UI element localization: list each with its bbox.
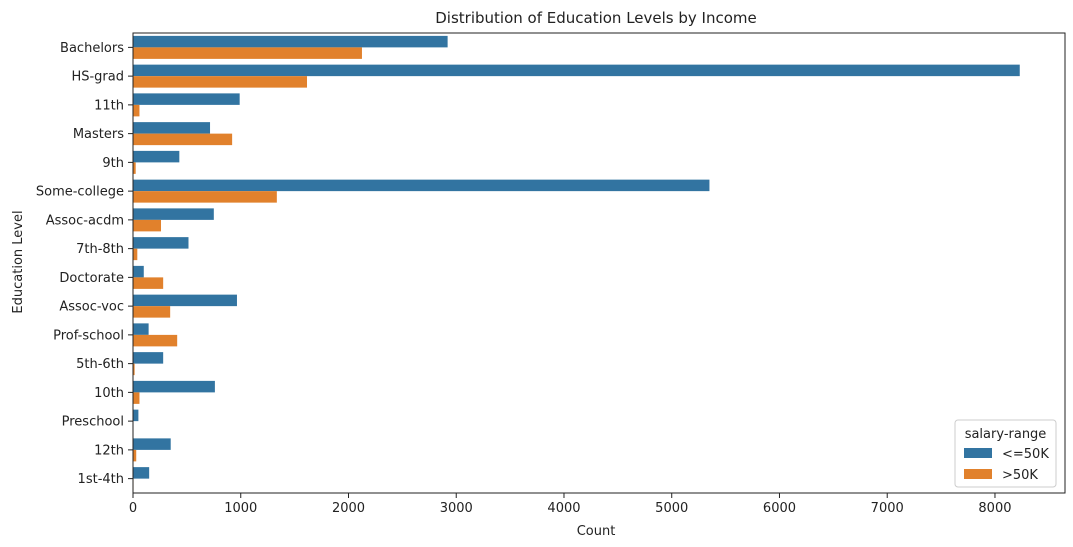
legend-entry: >50K [1002, 468, 1038, 483]
bar-7th-8th-gt50k [133, 248, 138, 261]
bar-11th-gt50k [133, 104, 140, 117]
bar-prof-school-le50k [133, 323, 149, 335]
y-tick-label: HS-grad [71, 70, 124, 85]
x-tick-label: 6000 [763, 501, 796, 516]
bar-assoc-acdm-gt50k [133, 219, 162, 232]
bar-hs-grad-le50k [133, 64, 1020, 77]
bar-bachelors-gt50k [133, 47, 362, 59]
y-tick-label: Bachelors [60, 41, 124, 56]
x-tick-label: 7000 [871, 501, 904, 516]
bar-preschool-le50k [133, 409, 139, 422]
bar-12th-gt50k [133, 449, 137, 462]
legend-swatch [964, 448, 992, 458]
bar-assoc-voc-gt50k [133, 306, 171, 318]
bar-bachelors-le50k [133, 35, 448, 48]
bar-5th-6th-le50k [133, 352, 164, 364]
x-tick-label: 5000 [655, 501, 688, 516]
x-tick-label: 2000 [332, 501, 365, 516]
bar-doctorate-le50k [133, 265, 144, 278]
y-tick-label: 12th [94, 443, 124, 458]
bar-hs-grad-gt50k [133, 76, 308, 88]
bar-1st-4th-le50k [133, 467, 150, 479]
x-tick-label: 1000 [224, 501, 257, 516]
y-tick-label: 11th [94, 98, 124, 113]
bar-prof-school-gt50k [133, 334, 178, 347]
y-tick-label: Some-college [36, 185, 124, 200]
bar-11th-le50k [133, 93, 240, 105]
y-tick-label: Masters [73, 127, 124, 142]
bar-assoc-voc-le50k [133, 294, 237, 307]
legend-title: salary-range [965, 427, 1047, 442]
x-tick-label: 8000 [978, 501, 1011, 516]
y-tick-label: Prof-school [53, 328, 124, 343]
bar-masters-gt50k [133, 133, 233, 146]
bar-assoc-acdm-le50k [133, 208, 214, 220]
x-tick-label: 0 [129, 501, 137, 516]
x-tick-label: 3000 [440, 501, 473, 516]
y-tick-label: Assoc-acdm [46, 213, 124, 228]
y-tick-label: 10th [94, 386, 124, 401]
y-tick-label: 5th-6th [76, 357, 124, 372]
y-tick-label: 7th-8th [76, 242, 124, 257]
bar-doctorate-gt50k [133, 277, 164, 289]
plot-area: Bachelors HS-grad 11th Masters 9th Some-colle… [36, 32, 1066, 516]
y-tick-label: Preschool [62, 415, 124, 430]
chart-title: Distribution of Education Levels by Inco… [435, 9, 757, 27]
bar-5th-6th-gt50k [133, 363, 135, 376]
y-tick-label: 9th [102, 156, 124, 171]
bar-10th-le50k [133, 380, 215, 393]
legend: salary-range <=50K >50K [954, 419, 1057, 488]
bar-some-college-gt50k [133, 191, 277, 203]
y-tick-label: Assoc-voc [59, 300, 124, 315]
bar-masters-le50k [133, 122, 211, 134]
bar-10th-gt50k [133, 392, 140, 404]
y-tick-label: 1st-4th [78, 472, 124, 487]
bar-7th-8th-le50k [133, 237, 189, 249]
y-tick-label: Doctorate [59, 271, 124, 286]
plot-frame [132, 32, 1066, 494]
y-axis-label: Education Level [11, 210, 26, 313]
legend-entry: <=50K [1002, 447, 1049, 462]
bar-12th-le50k [133, 438, 171, 450]
bar-9th-gt50k [133, 162, 136, 174]
bar-9th-le50k [133, 150, 180, 163]
x-axis-label: Count [577, 524, 616, 539]
legend-swatch [964, 469, 992, 479]
x-tick-label: 4000 [547, 501, 580, 516]
bar-some-college-le50k [133, 179, 710, 192]
